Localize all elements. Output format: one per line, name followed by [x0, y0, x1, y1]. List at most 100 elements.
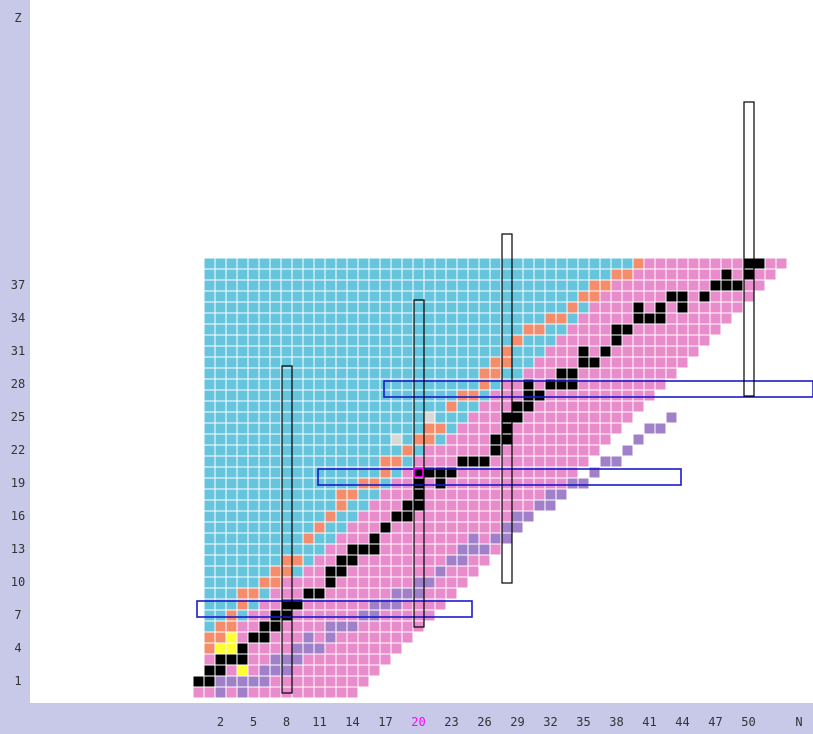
nuclide-cell — [402, 258, 413, 269]
nuclide-cell — [413, 291, 424, 302]
nuclide-cell — [578, 412, 589, 423]
nuclide-cell — [567, 258, 578, 269]
nuclide-cell — [358, 566, 369, 577]
nuclide-cell — [446, 511, 457, 522]
nuclide-cell — [248, 379, 259, 390]
nuclide-cell — [512, 280, 523, 291]
nuclide-cell — [314, 456, 325, 467]
nuclide-cell — [490, 324, 501, 335]
nuclide-cell — [292, 379, 303, 390]
nuclide-cell — [402, 324, 413, 335]
nuclide-cell — [314, 588, 325, 599]
nuclide-cell — [226, 434, 237, 445]
nuclide-cell — [424, 500, 435, 511]
nuclide-cell — [523, 357, 534, 368]
nuclide-cell — [424, 324, 435, 335]
nuclide-cell — [402, 456, 413, 467]
nuclide-cell — [523, 302, 534, 313]
nuclide-cell — [743, 258, 754, 269]
nuclide-cell — [237, 456, 248, 467]
nuclide-cell — [358, 357, 369, 368]
x-tick-label: 32 — [543, 715, 557, 729]
nuclide-cell — [699, 269, 710, 280]
nuclide-cell — [347, 280, 358, 291]
nuclide-cell — [391, 467, 402, 478]
nuclide-cell — [369, 610, 380, 621]
nuclide-cell — [336, 269, 347, 280]
nuclide-cell — [215, 522, 226, 533]
nuclide-cell — [369, 654, 380, 665]
nuclide-cell — [402, 632, 413, 643]
nuclide-cell — [424, 412, 435, 423]
nuclide-cell — [369, 522, 380, 533]
nuclide-cell — [424, 434, 435, 445]
nuclide-cell — [226, 379, 237, 390]
nuclide-cell — [248, 654, 259, 665]
y-tick-label: 37 — [11, 278, 25, 292]
nuclide-cell — [644, 423, 655, 434]
nuclide-cell — [677, 324, 688, 335]
nuclide-cell — [391, 456, 402, 467]
nuclide-cell — [501, 346, 512, 357]
nuclide-cell — [248, 423, 259, 434]
nuclide-cell — [523, 269, 534, 280]
nuclide-cell — [490, 445, 501, 456]
nuclide-cell — [512, 412, 523, 423]
nuclide-cell — [226, 280, 237, 291]
nuclide-cell — [281, 269, 292, 280]
nuclide-cell — [380, 258, 391, 269]
nuclide-cell — [534, 324, 545, 335]
nuclide-cell — [413, 357, 424, 368]
nuclide-cell — [501, 434, 512, 445]
nuclide-cell — [501, 324, 512, 335]
x-axis-ticks: 2 5 8 11 14 17 20 23 26 29 32 35 38 41 44 47 50 — [217, 715, 756, 729]
nuclide-cell — [325, 654, 336, 665]
nuclide-cell — [281, 434, 292, 445]
nuclide-cell — [314, 302, 325, 313]
y-tick-label: 7 — [14, 608, 21, 622]
nuclide-cell — [204, 566, 215, 577]
nuclide-cell — [391, 533, 402, 544]
nuclide-cell — [369, 500, 380, 511]
nuclide-cell — [479, 467, 490, 478]
nuclide-cell — [204, 500, 215, 511]
nuclide-cell — [336, 621, 347, 632]
nuclide-cell — [248, 588, 259, 599]
nuclide-cell — [259, 500, 270, 511]
nuclide-cell — [545, 280, 556, 291]
nuclide-cell — [567, 456, 578, 467]
nuclide-cell — [633, 401, 644, 412]
nuclide-cell — [600, 291, 611, 302]
nuclide-cell — [347, 621, 358, 632]
nuclide-cell — [424, 280, 435, 291]
nuclide-cell — [215, 588, 226, 599]
nuclide-cell — [424, 335, 435, 346]
nuclide-cell — [259, 676, 270, 687]
nuclide-cell — [611, 412, 622, 423]
nuclide-cell — [347, 687, 358, 698]
nuclide-cell — [204, 456, 215, 467]
nuclide-cell — [358, 379, 369, 390]
nuclide-cell — [303, 346, 314, 357]
nuclide-cell — [589, 335, 600, 346]
nuclide-cell — [336, 676, 347, 687]
nuclide-cell — [446, 456, 457, 467]
nuclide-cell — [303, 654, 314, 665]
nuclide-cell — [534, 313, 545, 324]
nuclide-cell — [270, 588, 281, 599]
nuclide-cell — [314, 566, 325, 577]
nuclide-cell — [545, 467, 556, 478]
nuclide-cell — [259, 478, 270, 489]
nuclide-cell — [325, 357, 336, 368]
nuclide-cell — [545, 489, 556, 500]
nuclide-cell — [424, 467, 435, 478]
nuclide-cell — [468, 544, 479, 555]
nuclide-cell — [457, 258, 468, 269]
nuclide-cell — [556, 379, 567, 390]
nuclide-cell — [424, 544, 435, 555]
nuclide-cell — [347, 654, 358, 665]
nuclide-cell — [347, 291, 358, 302]
nuclide-cell — [523, 511, 534, 522]
nuclide-cell — [556, 324, 567, 335]
nuclide-cell — [281, 500, 292, 511]
